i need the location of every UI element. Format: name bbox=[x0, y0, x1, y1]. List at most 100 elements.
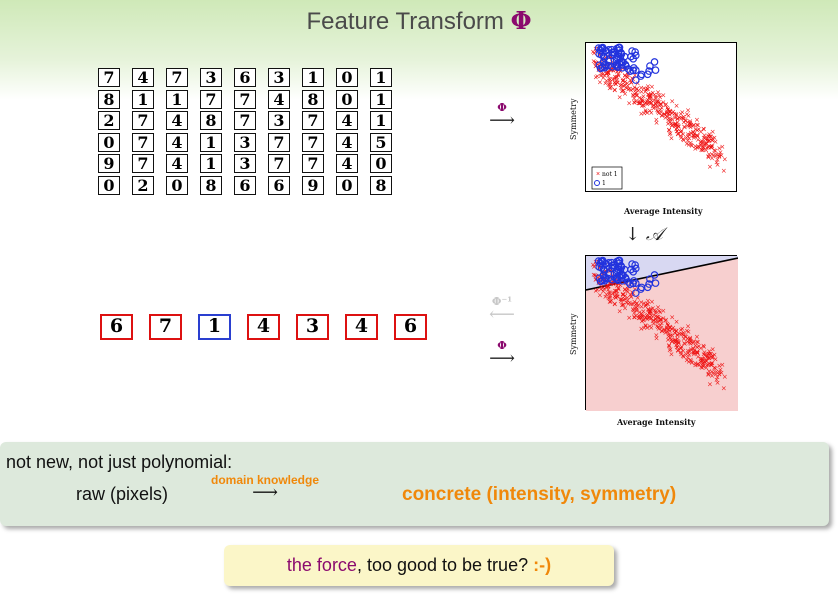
digit-glyph: 2 bbox=[137, 175, 149, 195]
digit-cell: 3 bbox=[234, 154, 256, 173]
digit-glyph: 0 bbox=[103, 175, 115, 195]
not1-point: × bbox=[607, 292, 613, 300]
legend-not1-label: not 1 bbox=[602, 171, 618, 178]
one-point bbox=[632, 279, 640, 287]
not1-point: × bbox=[653, 116, 659, 124]
not1-point: × bbox=[620, 87, 626, 95]
not1-point: × bbox=[600, 70, 606, 78]
not1-point: × bbox=[673, 111, 679, 119]
not1-point: × bbox=[632, 99, 638, 107]
not1-point: × bbox=[615, 71, 621, 79]
not1-point: × bbox=[674, 115, 680, 123]
not1-point: × bbox=[650, 316, 656, 324]
not1-point: × bbox=[599, 270, 605, 278]
not1-point: × bbox=[698, 141, 704, 149]
not1-point: × bbox=[688, 124, 694, 132]
not1-point: × bbox=[625, 71, 631, 79]
not1-point: × bbox=[702, 348, 708, 356]
not1-point: × bbox=[689, 142, 695, 150]
digit-cell: 7 bbox=[268, 154, 290, 173]
not1-point: × bbox=[593, 272, 599, 280]
digit-cell: 1 bbox=[200, 132, 222, 152]
not1-point: × bbox=[643, 106, 649, 114]
not1-point: × bbox=[675, 130, 681, 138]
not1-point: × bbox=[647, 314, 653, 322]
not1-point: × bbox=[685, 130, 691, 138]
not1-point: × bbox=[670, 324, 676, 332]
not1-point: × bbox=[607, 75, 613, 83]
not1-point: × bbox=[624, 73, 630, 81]
digit-glyph: 0 bbox=[341, 89, 353, 109]
not1-point: × bbox=[705, 153, 711, 161]
not1-point: × bbox=[607, 289, 613, 297]
not1-point: × bbox=[688, 358, 694, 366]
not1-point: × bbox=[681, 137, 687, 145]
title-text: Feature Transform bbox=[306, 8, 511, 35]
not1-point: × bbox=[647, 99, 653, 107]
not1-point: × bbox=[694, 333, 700, 341]
down-arrow-icon: ↓ bbox=[625, 224, 641, 245]
not1-point: × bbox=[605, 68, 611, 76]
legend-not1-marker: × bbox=[596, 171, 600, 178]
not1-point: × bbox=[691, 121, 697, 129]
not1-point: × bbox=[682, 123, 688, 131]
not1-point: × bbox=[675, 119, 681, 127]
not1-point: × bbox=[681, 113, 687, 121]
not1-point: × bbox=[596, 272, 602, 280]
not1-point: × bbox=[666, 110, 672, 118]
not1-point: × bbox=[632, 305, 638, 313]
not1-point: × bbox=[694, 348, 700, 356]
digit-cell: 4 bbox=[268, 89, 290, 109]
not1-point: × bbox=[653, 316, 659, 324]
not1-point: × bbox=[666, 342, 672, 350]
not1-point: × bbox=[660, 99, 666, 107]
not1-point: × bbox=[703, 140, 709, 148]
not1-point: × bbox=[650, 101, 656, 109]
not1-point: × bbox=[687, 118, 693, 126]
not1-point: × bbox=[637, 99, 643, 107]
not1-point: × bbox=[636, 312, 642, 320]
not1-point: × bbox=[706, 368, 712, 376]
not1-point: × bbox=[642, 88, 648, 96]
not1-point: × bbox=[701, 343, 707, 351]
not1-point: × bbox=[638, 99, 644, 107]
one-point bbox=[613, 62, 621, 71]
not1-point: × bbox=[603, 54, 609, 62]
domain-knowledge-arrow: domain knowledge ⟶ bbox=[211, 474, 319, 502]
not1-point: × bbox=[622, 72, 628, 80]
not1-point: × bbox=[676, 122, 682, 130]
not1-point: × bbox=[615, 79, 621, 87]
not1-point: × bbox=[607, 84, 613, 92]
not1-point: × bbox=[620, 301, 626, 309]
not1-point: × bbox=[643, 322, 649, 330]
digit-glyph: 4 bbox=[341, 132, 353, 152]
not1-point: × bbox=[709, 360, 715, 368]
not1-point: × bbox=[656, 98, 662, 106]
not1-point: × bbox=[643, 301, 649, 309]
not1-point: × bbox=[700, 359, 706, 367]
not1-point: × bbox=[613, 74, 619, 82]
not1-point: × bbox=[610, 289, 616, 297]
not1-point: × bbox=[633, 89, 639, 97]
not1-point: × bbox=[654, 119, 660, 127]
not1-point: × bbox=[706, 150, 712, 158]
digit-cell: 3 bbox=[234, 132, 256, 152]
not1-point: × bbox=[695, 132, 701, 140]
not1-point: × bbox=[632, 314, 638, 322]
not1-point: × bbox=[664, 320, 670, 328]
one-point bbox=[611, 274, 620, 283]
not1-point: × bbox=[669, 120, 675, 128]
not1-point: × bbox=[608, 53, 614, 61]
not1-point: × bbox=[680, 331, 686, 339]
not1-point: × bbox=[664, 104, 670, 112]
not1-point: × bbox=[638, 325, 644, 333]
not1-point: × bbox=[622, 90, 628, 98]
not1-point: × bbox=[678, 128, 684, 136]
not1-point: × bbox=[593, 62, 599, 70]
not1-point: × bbox=[700, 145, 706, 153]
not1-point: × bbox=[701, 134, 707, 142]
digit-glyph: 9 bbox=[103, 154, 115, 173]
not1-point: × bbox=[663, 100, 669, 108]
not1-point: × bbox=[685, 323, 691, 331]
digit-cell: 6 bbox=[234, 68, 256, 87]
